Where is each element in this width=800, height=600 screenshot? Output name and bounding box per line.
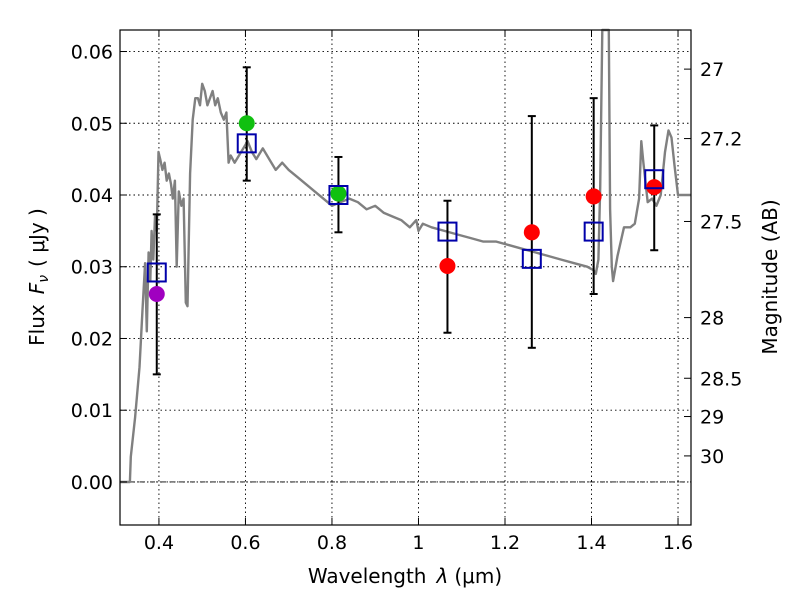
- right-tick-label: 28.5: [700, 368, 742, 390]
- y-tick-label: 0.00: [71, 472, 113, 494]
- x-axis-label-symbol: λ: [436, 564, 449, 588]
- right-tick-label: 27: [700, 59, 724, 81]
- right-tick-label: 27.2: [700, 129, 742, 151]
- y-tick-label: 0.01: [71, 400, 113, 422]
- observed-point-J: [523, 224, 540, 241]
- x-axis-label-unit: (μm): [454, 564, 502, 588]
- x-tick-label: 1.6: [663, 532, 693, 554]
- x-axis-label-text: Wavelength: [308, 564, 427, 588]
- y-axis-label: Flux Fν ( μJy ): [25, 208, 52, 346]
- spectrum-layer: [120, 28, 691, 484]
- x-tick-label: 1: [412, 532, 424, 554]
- y-tick-label: 0.05: [71, 113, 113, 135]
- right-tick-label: 27.5: [700, 211, 742, 233]
- right-tick-label: 28: [700, 308, 724, 330]
- x-tick-label: 0.4: [144, 532, 174, 554]
- plot-frame: [119, 29, 692, 526]
- right-tick-label: 30: [700, 446, 724, 468]
- observed-point-B: [148, 286, 165, 302]
- model-square-5: [583, 221, 604, 242]
- model-square-2: [328, 185, 349, 205]
- plot-area: [120, 30, 691, 525]
- model-spectrum-line: [120, 28, 691, 484]
- y-tick-label: 0.02: [71, 328, 113, 350]
- x-tick-label: 1.2: [490, 532, 520, 554]
- y-axis-label-unit: ( μJy ): [25, 208, 49, 267]
- x-tick-label: 0.6: [230, 532, 260, 554]
- right-axis-label: Magnitude (AB): [758, 199, 782, 354]
- observed-point-I: [330, 185, 347, 202]
- model-square-3: [437, 221, 458, 242]
- observed-layer: [148, 115, 663, 302]
- x-tick-label: 0.8: [317, 532, 347, 554]
- model-square-1: [236, 133, 257, 154]
- model-layer: [146, 133, 665, 283]
- y-axis-label-symbol: F: [25, 282, 49, 294]
- y-tick-label: 0.04: [71, 185, 113, 207]
- y-axis-label-subscript: ν: [36, 275, 52, 283]
- tick-layer: 0.4 0.6 0.8 1 1.2 1.4 1.6 0.00 0.01 0.02 0.03 0.04 0…: [71, 30, 742, 554]
- x-axis-label: Wavelength λ (μm): [308, 564, 502, 588]
- x-tick-label: 1.4: [576, 532, 606, 554]
- y-tick-label: 0.03: [71, 257, 113, 279]
- y-tick-label: 0.06: [71, 42, 113, 64]
- observed-point-Y: [439, 258, 456, 275]
- observed-point-V: [238, 115, 255, 132]
- right-tick-label: 29: [700, 407, 724, 429]
- model-square-6: [644, 169, 665, 190]
- grid-layer: [120, 30, 691, 525]
- y-axis-label-text: Flux: [25, 304, 49, 346]
- model-square-4: [521, 248, 542, 269]
- model-square-0: [146, 262, 167, 283]
- observed-point-JH: [585, 188, 602, 205]
- observed-point-H: [646, 179, 663, 196]
